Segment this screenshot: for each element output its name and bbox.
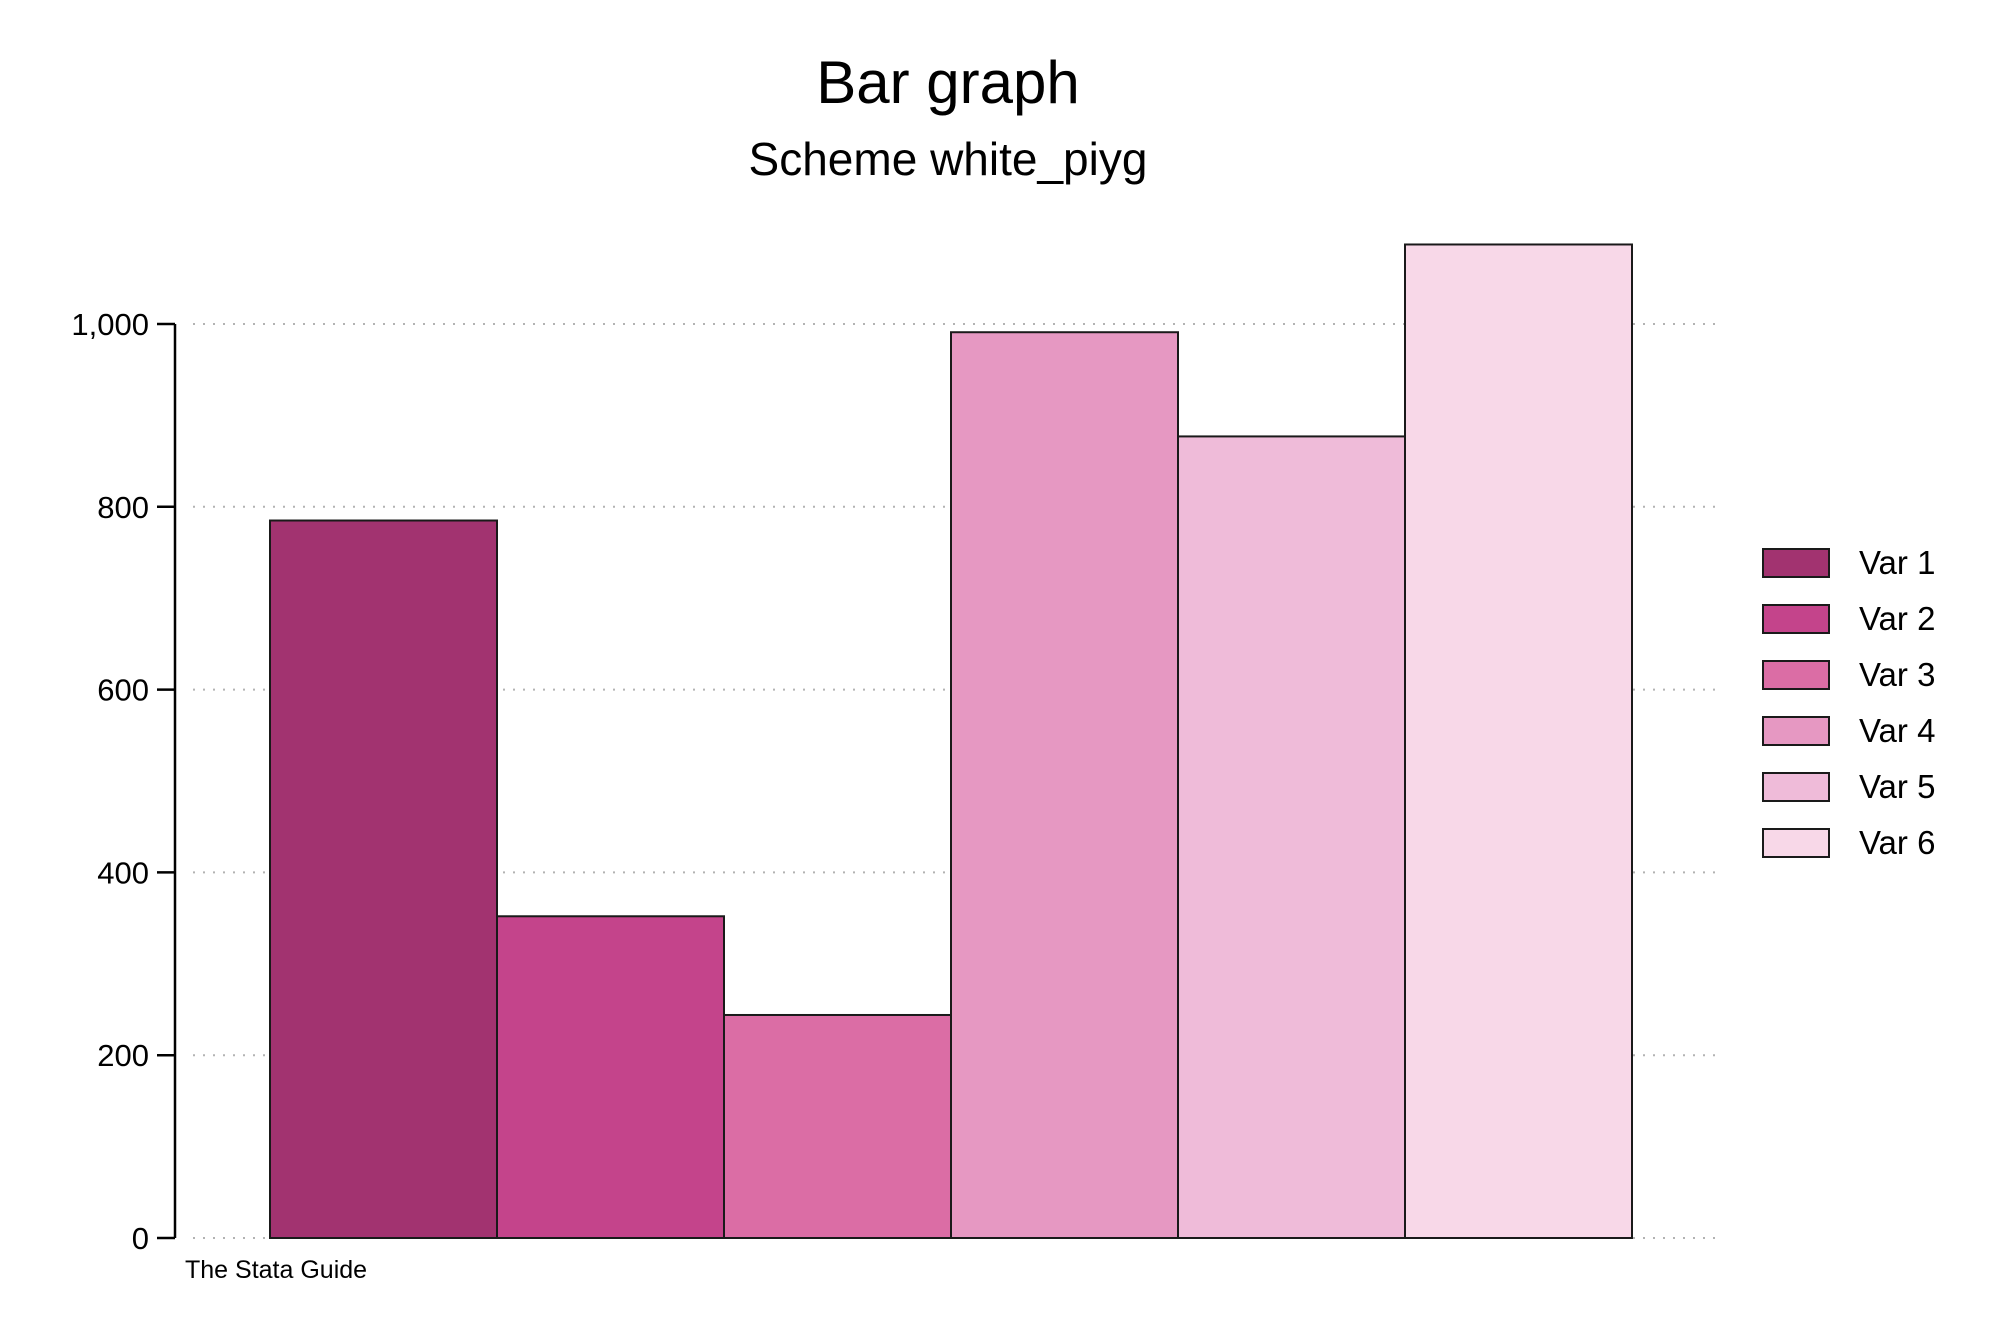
bar-var-2 (496, 915, 725, 1239)
legend-swatch (1762, 772, 1830, 802)
chart-note: The Stata Guide (185, 1256, 367, 1284)
legend-label: Var 2 (1859, 600, 1935, 637)
y-tick-label: 600 (97, 673, 149, 708)
y-tick-label: 800 (97, 490, 149, 525)
chart-title: Bar graph (816, 49, 1080, 116)
bar-var-6 (1404, 243, 1633, 1239)
bars (269, 243, 1633, 1240)
legend-swatch (1762, 716, 1830, 746)
legend-swatch (1762, 604, 1830, 634)
y-tick-label: 400 (97, 855, 149, 890)
legend-label: Var 5 (1859, 768, 1935, 805)
legend-label: Var 4 (1859, 712, 1935, 749)
legend-label: Var 6 (1859, 824, 1935, 861)
bar-var-5 (1177, 435, 1406, 1239)
bar-var-1 (269, 519, 498, 1239)
legend-swatch (1762, 660, 1830, 690)
bar-var-3 (723, 1013, 952, 1240)
legend-swatch (1762, 828, 1830, 858)
legend-swatch (1762, 548, 1830, 578)
legend: Var 1 Var 2 Var 3 Var 4 Var 5 Var 6 (1762, 544, 1935, 861)
y-tick-label: 1,000 (71, 307, 149, 342)
legend-label: Var 1 (1859, 544, 1935, 581)
legend-label: Var 3 (1859, 656, 1935, 693)
y-tick-label: 200 (97, 1038, 149, 1073)
y-axis: 0 200 400 600 800 1,000 (71, 307, 177, 1256)
chart-subtitle: Scheme white_piyg (749, 133, 1148, 185)
y-tick-label: 0 (132, 1221, 149, 1256)
bar-var-4 (950, 331, 1179, 1239)
